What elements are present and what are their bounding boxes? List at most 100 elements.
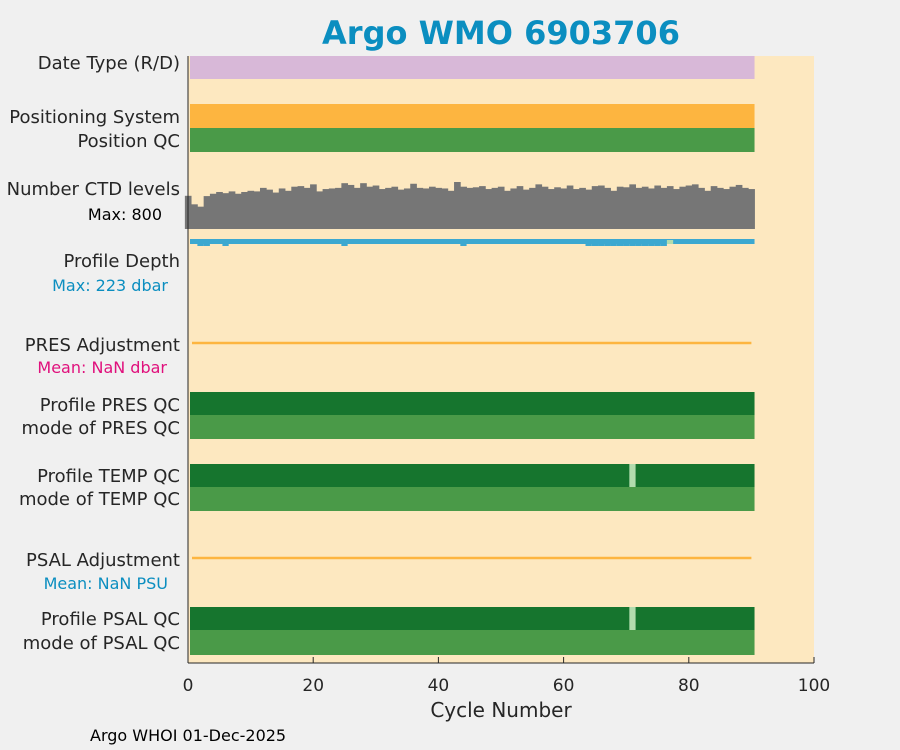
profile-depth-dip [341,244,348,246]
ctd-level-bar [197,206,205,229]
profile-depth-dip [604,244,611,246]
label-pres-mean: Mean: NaN dbar [37,358,167,377]
label-positioning-system: Positioning System [9,107,180,128]
profile-temp-qc-bar [190,464,755,487]
ctd-level-bar [466,187,474,229]
position-qc-bar [190,128,755,152]
profile-depth-dip [641,244,649,246]
ctd-level-bar [742,187,749,229]
ctd-level-bar [241,191,248,229]
x-axis-label: Cycle Number [430,698,572,722]
ctd-level-bar [529,187,536,229]
x-tick-label: 100 [798,676,830,696]
ctd-level-bar [723,189,730,229]
label-psal-mean: Mean: NaN PSU [44,574,168,593]
chart-marks [184,56,755,655]
x-tick-label: 0 [183,676,194,696]
ctd-level-bar [291,186,298,229]
x-tick-label: 60 [553,676,575,696]
ctd-level-bar [510,188,518,229]
ctd-level-bar [422,188,430,229]
ctd-level-bar [547,189,555,229]
profile-depth-dip [623,244,630,246]
ctd-level-bar [560,188,568,229]
ctd-level-bar [616,186,624,229]
label-date-type: Date Type (R/D) [38,53,180,74]
ctd-level-bar [479,186,486,229]
psal-qc-gap [629,607,636,630]
profile-depth-dip [598,244,605,246]
ctd-level-bar [435,187,442,229]
ctd-level-bar [410,183,417,229]
ctd-level-bar [485,189,493,229]
ctd-level-bar [397,189,405,229]
mode-temp-qc-bar [190,487,755,511]
ctd-level-bar [341,183,349,229]
profile-depth-peak [666,240,674,244]
label-profile-psal-qc: Profile PSAL QC [41,609,180,630]
ctd-level-bar [335,187,342,229]
ctd-level-bar [535,184,543,229]
ctd-level-bar [366,186,374,229]
ctd-level-bar [253,191,261,229]
label-mode-temp-qc: mode of TEMP QC [19,489,180,510]
ctd-level-bar [216,191,223,229]
ctd-level-bar [454,182,461,229]
plot-panel [188,56,814,663]
ctd-level-bar [598,185,605,229]
ctd-level-bar [654,185,662,229]
profile-depth-dip [197,244,204,246]
ctd-level-bar [310,184,317,229]
profile-depth-dip [585,244,592,246]
label-ctd-levels: Number CTD levels [7,179,180,200]
ctd-level-bar [222,193,230,229]
ctd-level-bar [716,187,724,229]
ctd-level-bar [685,185,693,229]
ctd-level-bar [285,190,292,229]
ctd-level-bar [378,189,386,229]
ctd-level-bar [679,186,687,229]
ctd-level-bar [554,187,561,229]
profile-depth-dip [654,244,661,246]
label-pres-adjustment: PRES Adjustment [25,335,180,356]
ctd-level-bar [385,187,392,229]
label-mode-pres-qc: mode of PRES QC [22,418,180,439]
ctd-level-bar [729,186,737,229]
ctd-level-bar [604,187,611,229]
ctd-level-bar [491,187,499,229]
ctd-level-bar [297,186,305,229]
mode-pres-qc-bar [190,415,755,439]
label-ctd-max: Max: 800 [88,205,162,224]
ctd-level-bar [566,185,574,229]
ctd-level-bar [704,190,712,229]
profile-depth-dip [460,244,467,246]
ctd-level-bar [360,183,367,229]
ctd-level-bar [322,189,330,229]
ctd-level-bar [228,191,236,229]
profile-depth-dip [616,244,624,246]
ctd-level-bar [441,188,449,229]
ctd-level-bar [691,184,699,229]
ctd-level-bar [541,186,549,229]
profile-depth-dip [203,244,210,246]
x-tick-label: 20 [302,676,324,696]
chart-title: Argo WMO 6903706 [322,14,680,52]
ctd-level-bar [447,190,455,229]
ctd-level-bar [666,186,674,229]
ctd-level-bar [660,187,668,229]
ctd-level-bar [234,193,242,229]
ctd-level-bar [610,190,618,229]
ctd-level-bar [403,188,411,229]
profile-depth-bar [190,239,755,244]
ctd-level-bar [316,191,323,229]
ctd-level-bar [347,184,355,229]
label-mode-psal-qc: mode of PSAL QC [23,633,180,654]
ctd-level-bar [278,188,286,229]
ctd-level-bar [585,189,593,229]
ctd-level-bar [303,187,311,229]
label-depth-max: Max: 223 dbar [52,276,168,295]
profile-pres-qc-bar [190,392,755,415]
profile-psal-qc-bar [190,607,755,630]
ctd-level-bar [203,196,211,229]
